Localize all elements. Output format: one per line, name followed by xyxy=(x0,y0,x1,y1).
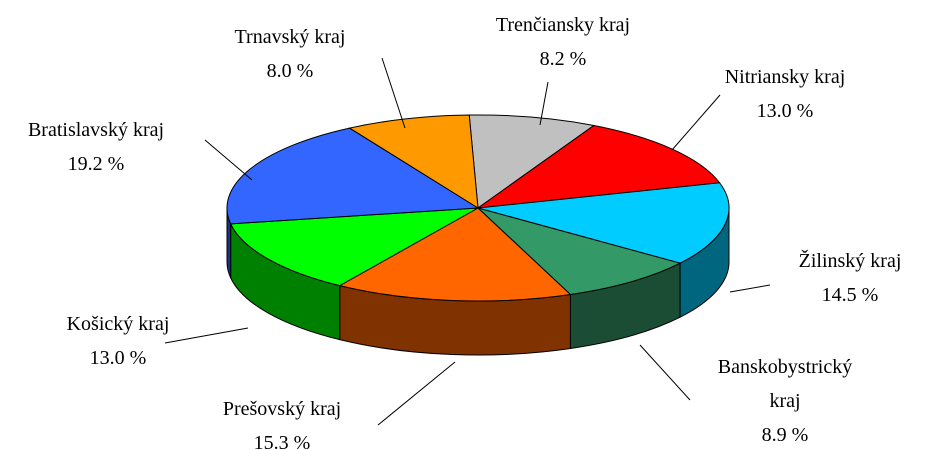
slice-label: Trenčiansky kraj 8.2 % xyxy=(496,8,630,76)
leader-line xyxy=(377,361,456,426)
pie-slice xyxy=(477,182,730,264)
slice-label: Nitriansky kraj 13.0 % xyxy=(725,60,846,128)
pie-slice xyxy=(477,207,682,295)
slice-label: Košický kraj 13.0 % xyxy=(67,307,170,375)
leader-line xyxy=(539,81,549,126)
slice-label: Žilinský kraj 14.5 % xyxy=(799,244,902,312)
category-label: Trenčiansky kraj xyxy=(495,14,631,36)
category-label: Nitriansky kraj xyxy=(724,66,846,88)
category-label: Trnavský kraj xyxy=(234,26,346,48)
value-label: 8.0 % xyxy=(266,60,314,82)
leader-line xyxy=(381,57,406,129)
category-label: Košický kraj xyxy=(66,313,170,335)
value-label: 19.2 % xyxy=(67,153,125,175)
leader-line xyxy=(729,284,771,293)
pie-slice xyxy=(229,207,479,287)
pie-slice xyxy=(348,114,479,209)
category-label: Banskobystrický kraj xyxy=(717,356,853,412)
slice-label: Prešovský kraj 15.3 % xyxy=(223,392,341,450)
value-label: 14.5 % xyxy=(821,284,879,306)
leader-line xyxy=(639,344,691,401)
category-label: Prešovský kraj xyxy=(222,398,342,420)
value-label: 13.0 % xyxy=(89,347,147,369)
category-label: Bratislavský kraj xyxy=(27,119,165,141)
leader-line xyxy=(671,94,721,151)
value-label: 13.0 % xyxy=(756,100,814,122)
slice-label: Bratislavský kraj 19.2 % xyxy=(28,113,164,181)
value-label: 8.2 % xyxy=(539,48,587,70)
pie-slice xyxy=(468,114,596,209)
pie-slice xyxy=(226,127,480,225)
value-label: 8.9 % xyxy=(761,424,809,446)
slice-label: Banskobystrický kraj 8.9 % xyxy=(700,350,870,450)
pie-slice xyxy=(338,207,572,302)
leader-line xyxy=(164,327,249,344)
leader-line xyxy=(204,139,253,181)
category-label: Žilinský kraj xyxy=(798,250,902,272)
value-label: 15.3 % xyxy=(253,432,311,450)
slice-label: Trnavský kraj 8.0 % xyxy=(235,20,346,88)
